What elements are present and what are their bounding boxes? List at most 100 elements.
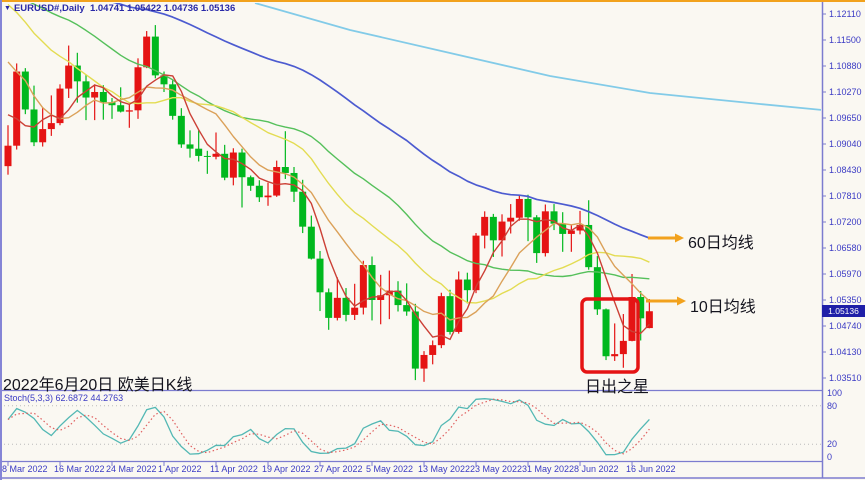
indicator-scale-label: 20	[827, 439, 838, 449]
candle-2022-06-02	[541, 211, 549, 254]
price-axis-label: 1.12110	[829, 9, 861, 19]
price-axis-label: 1.04130	[829, 347, 862, 357]
symbol-dropdown-icon[interactable]: ▼	[4, 5, 11, 12]
candle-2022-05-18	[446, 296, 454, 332]
time-axis-label: 16 Jun 2022	[626, 464, 676, 474]
candle-2022-05-03	[351, 307, 359, 315]
candle-2022-04-06	[186, 144, 194, 149]
candle-2022-03-17	[65, 65, 73, 89]
candle-2022-03-11	[30, 109, 38, 143]
price-axis-label: 1.07200	[829, 217, 862, 227]
time-axis-label: 8 Mar 2022	[2, 464, 48, 474]
candle-2022-06-03	[550, 211, 558, 224]
indicator-scale-label: 0	[827, 452, 833, 462]
ma5-line	[7, 74, 650, 341]
stochastic-indicator-label: Stoch(5,3,3) 62.6872 44.2763	[4, 393, 124, 403]
chart-title: ▼ EURUSD#,Daily 1.04741 1.05422 1.04736 1…	[4, 3, 235, 14]
candle-2022-04-14	[238, 152, 246, 178]
candle-2022-04-20	[273, 167, 281, 196]
candle-2022-06-20	[645, 311, 653, 329]
time-axis-label: 31 May 2022	[522, 464, 575, 474]
indicator-scale-label: 100	[827, 388, 843, 398]
candle-2022-05-10	[394, 290, 402, 306]
candle-2022-06-08	[576, 224, 584, 231]
price-axis-label: 1.11500	[829, 35, 861, 45]
candle-2022-06-01	[533, 217, 541, 254]
candle-2022-03-18	[73, 65, 81, 82]
candle-2022-04-26	[307, 226, 315, 259]
candle-2022-05-31	[524, 198, 532, 218]
indicator-scale-label: 80	[827, 401, 838, 411]
ma10-annotation-label: 10日均线	[690, 299, 756, 316]
candle-2022-05-25	[489, 216, 497, 241]
morning-star-pattern-label: 日出之星	[585, 379, 650, 396]
price-axis-label: 1.05970	[829, 269, 862, 279]
candle-2022-04-29	[333, 297, 341, 318]
candle-2022-05-27	[507, 217, 515, 222]
price-axis-label: 1.09040	[829, 139, 862, 149]
candle-2022-06-13	[602, 309, 610, 357]
ma60-line	[112, 3, 650, 239]
candle-2022-06-16	[628, 296, 636, 341]
candle-2022-04-05	[177, 115, 185, 145]
price-axis-label: 1.04740	[829, 321, 862, 331]
candle-2022-03-09	[13, 71, 21, 146]
candle-2022-03-21	[82, 81, 90, 98]
ma60-arrow-head	[675, 233, 684, 243]
candle-2022-05-24	[481, 216, 489, 236]
candle-2022-05-30	[515, 198, 523, 218]
ma10-line	[7, 61, 650, 321]
time-axis-label: 8 Jun 2022	[574, 464, 619, 474]
ma20-line	[7, 3, 650, 304]
candle-2022-03-10	[21, 71, 29, 110]
candle-2022-04-18	[255, 185, 263, 198]
cyan-trendline	[254, 3, 821, 111]
candle-2022-05-11	[403, 305, 411, 312]
candle-2022-05-17	[437, 296, 445, 346]
candle-2022-03-16	[56, 88, 64, 124]
current-price-marker: 1.05136	[822, 305, 865, 317]
candle-2022-06-07	[567, 230, 575, 234]
time-axis-label: 16 Mar 2022	[54, 464, 105, 474]
stochastic-layer	[0, 398, 821, 456]
time-axis-label: 24 Mar 2022	[106, 464, 157, 474]
candle-2022-03-23	[99, 91, 107, 103]
candle-2022-04-13	[229, 152, 237, 178]
candle-2022-06-15	[619, 340, 627, 355]
candle-2022-04-12	[221, 153, 229, 178]
candle-2022-04-15	[247, 177, 255, 186]
candle-2022-05-05	[368, 265, 376, 300]
candle-2022-05-16	[429, 345, 437, 355]
candle-2022-03-14	[39, 129, 47, 143]
window-top-edge	[0, 0, 865, 2]
moving-averages-layer	[7, 3, 821, 341]
candle-2022-03-28	[125, 110, 133, 112]
price-axis-label: 1.10880	[829, 61, 862, 71]
candle-2022-03-24	[108, 102, 116, 106]
candle-2022-05-06	[377, 295, 385, 300]
candle-2022-05-26	[498, 221, 506, 241]
price-axis-label: 1.05350	[829, 295, 862, 305]
time-axis-label: 1 Apr 2022	[158, 464, 202, 474]
candle-2022-05-19	[455, 279, 463, 332]
ma60-annotation-label: 60日均线	[688, 235, 754, 252]
candle-2022-03-08	[4, 145, 12, 167]
price-axis-label: 1.10270	[829, 87, 862, 97]
candle-2022-05-12	[411, 311, 419, 369]
candle-2022-03-25	[117, 105, 125, 112]
time-axis-label: 23 May 2022	[470, 464, 523, 474]
price-axis-label: 1.07810	[829, 191, 862, 201]
price-axis-label: 1.06580	[829, 243, 862, 253]
candle-2022-04-08	[203, 155, 211, 157]
candle-2022-06-09	[585, 224, 593, 268]
candle-2022-04-21	[281, 167, 289, 173]
candle-2022-05-13	[420, 354, 428, 369]
candle-2022-06-14	[611, 354, 619, 357]
candle-2022-03-31	[151, 36, 159, 76]
candle-2022-03-15	[47, 123, 55, 130]
candle-2022-04-19	[264, 195, 272, 198]
stoch-signal-line	[7, 398, 650, 455]
candle-2022-04-27	[316, 258, 324, 293]
